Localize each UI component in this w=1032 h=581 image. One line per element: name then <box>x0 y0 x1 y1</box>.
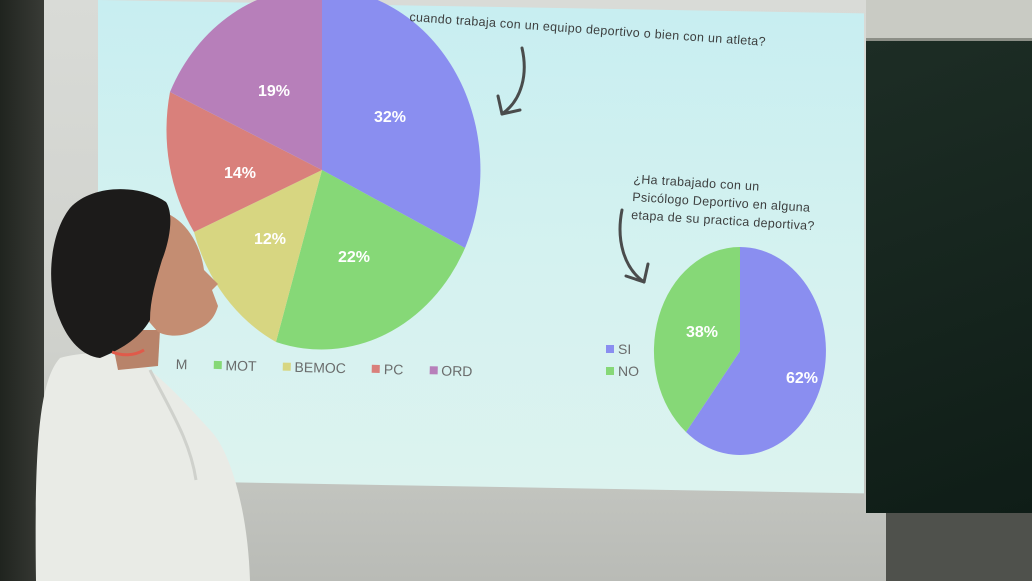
legend-item: ORD <box>429 362 473 379</box>
pie-slice-12 <box>194 170 322 342</box>
legend-small: SI NO <box>606 338 639 382</box>
pie-label: 12% <box>254 231 286 248</box>
slide-question-small: ¿Ha trabajado con un Psicólogo Deportivo… <box>631 170 818 235</box>
wall <box>866 0 1032 40</box>
pie-label: 22% <box>338 249 370 266</box>
legend-item: SI <box>606 338 639 360</box>
curved-arrow-icon <box>618 208 650 284</box>
pie-slice-32 <box>322 0 481 248</box>
presenter-hair <box>51 189 171 358</box>
pie-label: 38% <box>686 324 718 341</box>
pie-slice-19 <box>170 0 322 170</box>
legend-item: BEMOC <box>282 359 346 376</box>
curved-arrow-icon <box>496 46 526 116</box>
pie-label: 62% <box>786 370 818 387</box>
pie-label: 14% <box>224 165 256 182</box>
legend-swatch <box>282 362 291 371</box>
presenter-figure <box>35 189 251 581</box>
legend-swatch <box>371 364 380 373</box>
pie-label: 19% <box>258 83 290 100</box>
large-pie-chart: 32% 22% 12% 14% 19% <box>166 0 481 350</box>
pie-slice-62 <box>686 247 826 455</box>
small-pie-chart: 62% 38% <box>653 246 826 455</box>
presenter-shirt <box>35 353 251 581</box>
legend-swatch <box>429 366 438 375</box>
pie-label: 32% <box>374 109 406 126</box>
chalkboard <box>866 38 1032 513</box>
pie-slice-22 <box>276 170 465 350</box>
legend-swatch <box>606 367 614 375</box>
legend-item: PC <box>371 361 404 378</box>
legend-item: NO <box>606 360 639 382</box>
legend-swatch <box>606 345 614 353</box>
pie-slice-14 <box>166 92 322 232</box>
pie-slice-38 <box>653 246 740 432</box>
